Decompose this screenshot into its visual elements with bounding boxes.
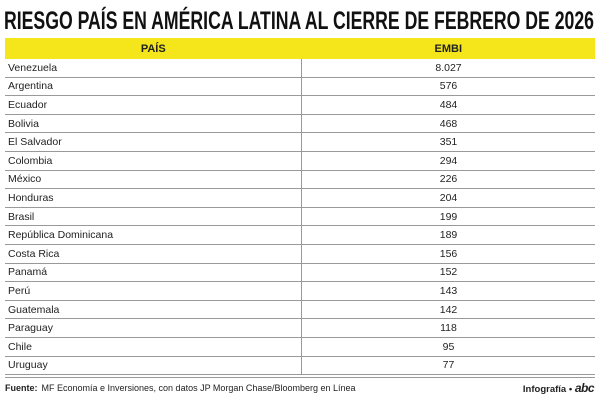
- country-cell: Panamá: [5, 263, 302, 283]
- country-cell: República Dominicana: [5, 225, 302, 245]
- title-box: RIESGO PAÍS EN AMÉRICA LATINA AL CIERRE …: [4, 6, 594, 35]
- table-row: República Dominicana 189: [5, 225, 595, 245]
- column-header: PAÍS: [5, 38, 302, 59]
- embi-cell: 142: [301, 300, 595, 320]
- country-cell: Paraguay: [5, 318, 302, 338]
- country-cell: Uruguay: [5, 356, 302, 376]
- title: RIESGO PAÍS EN AMÉRICA LATINA AL CIERRE …: [4, 6, 594, 35]
- embi-cell: 199: [301, 207, 595, 227]
- table-row: Argentina 576: [5, 77, 595, 97]
- source-label: Fuente:: [5, 383, 38, 393]
- table-row: Paraguay 118: [5, 318, 595, 338]
- country-cell: Chile: [5, 337, 302, 357]
- footer-credit: Infografía • abc: [522, 381, 595, 395]
- footer-source: Fuente: MF Economía e Inversiones, con da…: [5, 383, 356, 393]
- embi-cell: 204: [301, 188, 595, 208]
- country-cell: México: [5, 170, 302, 190]
- country-cell: Ecuador: [5, 95, 302, 115]
- column-header: EMBI: [301, 38, 595, 59]
- country-cell: Bolivia: [5, 114, 302, 134]
- source-text: MF Economía e Inversiones, con datos JP …: [41, 383, 356, 393]
- embi-cell: 226: [301, 170, 595, 190]
- country-cell: Brasil: [5, 207, 302, 227]
- credit-text: Infografía: [522, 384, 567, 395]
- table-row: Perú 143: [5, 281, 595, 301]
- embi-cell: 576: [301, 77, 595, 97]
- embi-cell: 468: [301, 114, 595, 134]
- country-cell: Honduras: [5, 188, 302, 208]
- country-cell: Venezuela: [5, 59, 302, 78]
- country-cell: Colombia: [5, 151, 302, 171]
- embi-cell: 484: [301, 95, 595, 115]
- table-row: Uruguay 77: [5, 356, 595, 376]
- table-row: Guatemala 142: [5, 300, 595, 320]
- table-row: Bolivia 468: [5, 114, 595, 134]
- embi-cell: 189: [301, 225, 595, 245]
- table-row: Honduras 204: [5, 188, 595, 208]
- table-body: Venezuela 8.027 Argentina 576 Ecuador 484 Boli…: [5, 59, 595, 376]
- header-row: PAÍS EMBI: [5, 38, 595, 59]
- embi-cell: 8.027: [301, 59, 595, 78]
- country-cell: Argentina: [5, 77, 302, 97]
- embi-cell: 156: [301, 244, 595, 264]
- table-row: Panamá 152: [5, 263, 595, 283]
- country-cell: Perú: [5, 281, 302, 301]
- table-row: México 226: [5, 170, 595, 190]
- table-row: Colombia 294: [5, 151, 595, 171]
- table-row: Chile 95: [5, 337, 595, 357]
- table-row: Venezuela 8.027: [5, 59, 595, 78]
- embi-cell: 294: [301, 151, 595, 171]
- table-row: Costa Rica 156: [5, 244, 595, 264]
- country-cell: El Salvador: [5, 132, 302, 152]
- table: PAÍS EMBI Venezuela 8.027 Argentina 576 Ecua…: [5, 38, 595, 376]
- embi-cell: 118: [301, 318, 595, 338]
- embi-cell: 95: [301, 337, 595, 357]
- country-cell: Guatemala: [5, 300, 302, 320]
- embi-cell: 143: [301, 281, 595, 301]
- embi-cell: 351: [301, 132, 595, 152]
- embi-cell: 152: [301, 263, 595, 283]
- country-cell: Costa Rica: [5, 244, 302, 264]
- table-row: Brasil 199: [5, 207, 595, 227]
- table-row: El Salvador 351: [5, 132, 595, 152]
- divider: [5, 377, 595, 378]
- embi-cell: 77: [301, 356, 595, 376]
- logo: abc: [574, 381, 595, 395]
- table-row: Ecuador 484: [5, 95, 595, 115]
